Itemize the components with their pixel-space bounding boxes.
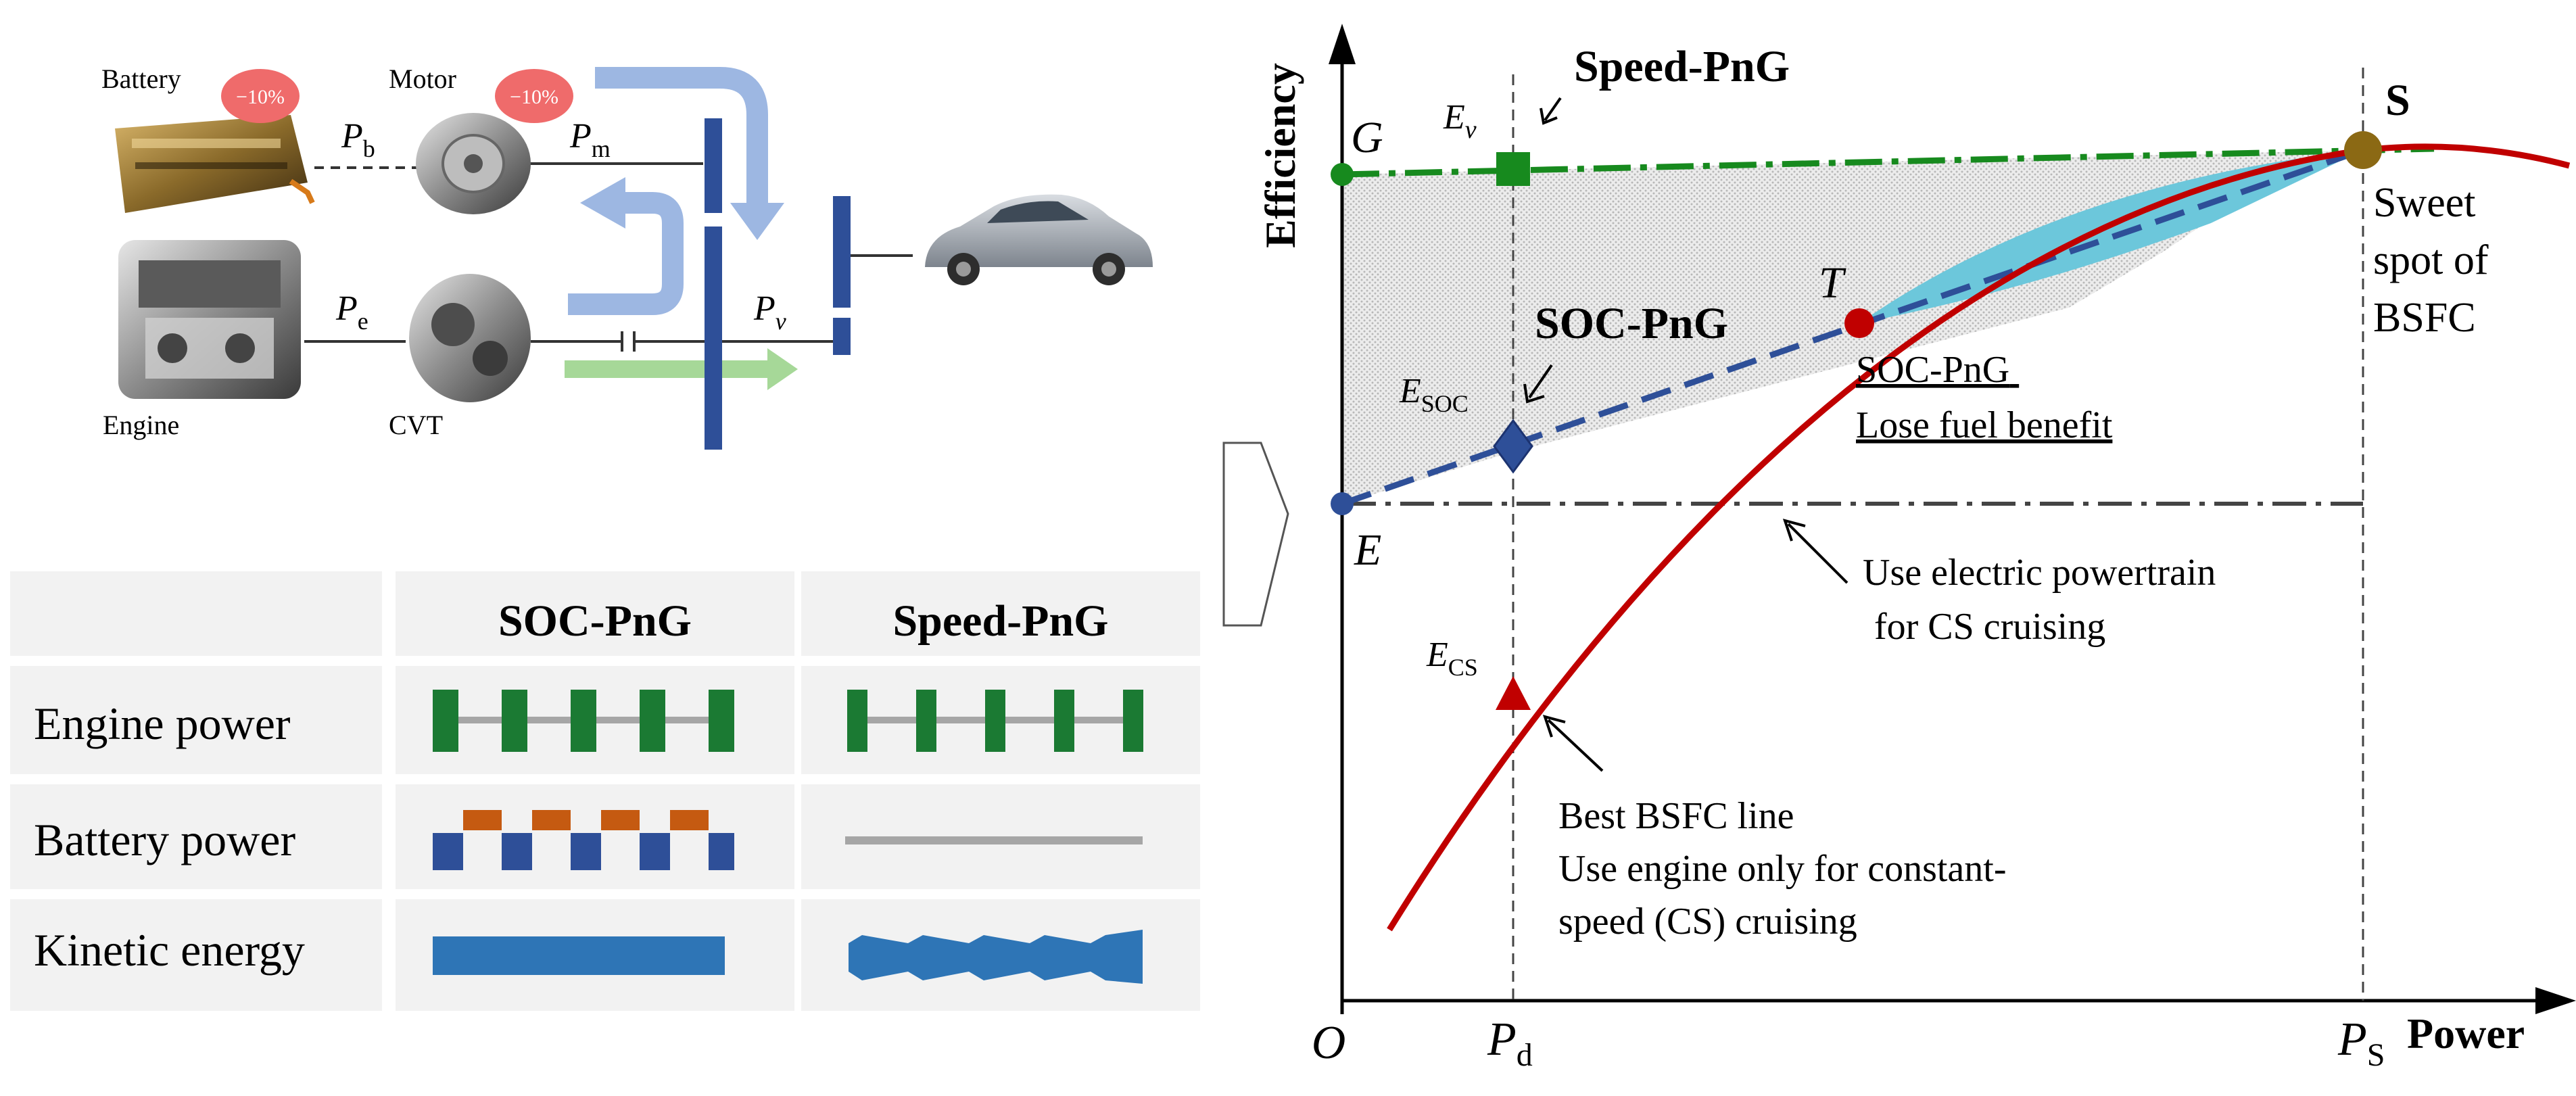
electric-cs-annotation: Use electric powertrain for CS cruising	[1863, 552, 2225, 648]
sweet-spot-annotation: Sweet spot of BSFC	[2373, 180, 2499, 341]
point-ev-marker	[1496, 152, 1530, 186]
table-row	[10, 899, 382, 1011]
x-axis-label: Power	[2407, 1009, 2525, 1057]
table-header-soc	[396, 571, 794, 656]
battery-image	[115, 115, 315, 213]
row-label-kinetic-energy: Kinetic energy	[34, 924, 305, 976]
point-ecs-marker	[1496, 676, 1531, 710]
efficiency-chart: Efficiency Power O Pd PS G E S T Ev ESOC…	[1256, 24, 2576, 1073]
x-axis-arrow-icon	[2535, 987, 2576, 1014]
engine-image	[118, 240, 301, 399]
cvt-label: CVT	[389, 410, 443, 440]
table-row	[10, 666, 382, 774]
battery-reduction-badge	[221, 69, 300, 123]
motor-reduction-badge	[495, 69, 573, 123]
pb-symbol: Pb	[341, 117, 375, 162]
motor-badge-text: −10%	[510, 86, 558, 108]
speed-png-label: Speed-PnG	[1574, 42, 1790, 91]
y-axis-arrow-icon	[1329, 24, 1356, 64]
lose-fuel-annotation: SOC-PnG Lose fuel benefit	[1856, 349, 2113, 446]
output-gear-bar	[705, 227, 722, 450]
table-header-speed	[801, 571, 1200, 656]
best-bsfc-curve	[1387, 143, 2571, 932]
soc-kinetic-energy-bar	[433, 936, 725, 975]
final-drive-bar-lower	[833, 318, 851, 355]
ev-label: Ev	[1443, 98, 1477, 144]
soc-battery-power-pulses	[433, 810, 734, 870]
point-g-marker	[1331, 163, 1354, 186]
car-image	[925, 194, 1153, 285]
speed-png-line	[1341, 145, 2435, 178]
point-s-marker	[2344, 131, 2382, 169]
table-header-soc-label: SOC-PnG	[498, 596, 692, 646]
pointer-arrows	[1523, 97, 1848, 772]
ecs-label: ECS	[1426, 636, 1478, 681]
battery-badge-text: −10%	[236, 86, 285, 108]
arrowhead-down-icon	[730, 203, 784, 240]
origin-label: O	[1312, 1017, 1346, 1069]
battery-label: Battery	[101, 64, 181, 94]
table-header-speed-label: Speed-PnG	[892, 596, 1108, 646]
motor-label: Motor	[389, 64, 456, 94]
row-label-battery-power: Battery power	[34, 814, 295, 865]
e-label: E	[1354, 525, 1381, 575]
speed-engine-power-pulses	[847, 690, 1143, 752]
soc-engine-power-pulses	[433, 690, 734, 752]
engine-label: Engine	[103, 410, 179, 440]
point-esoc-marker	[1493, 419, 1533, 474]
power-flow-arrow-down	[595, 67, 768, 206]
pv-symbol: Pv	[753, 289, 786, 335]
arrowhead-left-icon	[580, 177, 625, 229]
pd-tick-label: Pd	[1487, 1014, 1533, 1073]
pm-symbol: Pm	[569, 117, 611, 162]
row-label-engine-power: Engine power	[34, 698, 291, 749]
motor-image	[416, 113, 531, 214]
point-e-marker	[1331, 492, 1354, 515]
power-flow-arrow-return	[568, 192, 684, 315]
power-flow-arrow-forward	[565, 360, 771, 378]
motor-gear-bar	[705, 118, 722, 213]
comparison-table: SOC-PnG Speed-PnG Engine power Battery p…	[10, 571, 1200, 1011]
cvt-image	[409, 274, 531, 402]
powertrain-schematic: −10% −10% Battery Motor Engine CVT Pb Pm…	[101, 64, 1153, 450]
g-label: G	[1351, 113, 1383, 162]
y-axis-label: Efficiency	[1256, 63, 1304, 248]
final-drive-bar-upper	[833, 196, 851, 308]
pe-symbol: Pe	[335, 289, 368, 335]
point-t-marker	[1844, 308, 1874, 338]
arrowhead-right-icon	[767, 348, 798, 390]
s-label: S	[2385, 76, 2410, 125]
table-row	[10, 784, 382, 889]
soc-png-label: SOC-PnG	[1535, 299, 1728, 348]
t-label: T	[1819, 258, 1846, 308]
esoc-label: ESOC	[1399, 372, 1469, 417]
panel-transition-chevron	[1222, 442, 1289, 627]
ps-tick-label: PS	[2337, 1014, 2385, 1073]
bsfc-annotation: Best BSFC line Use engine only for const…	[1558, 795, 2016, 943]
speed-kinetic-energy-wave	[849, 930, 1143, 984]
table-header-corner	[10, 571, 382, 656]
